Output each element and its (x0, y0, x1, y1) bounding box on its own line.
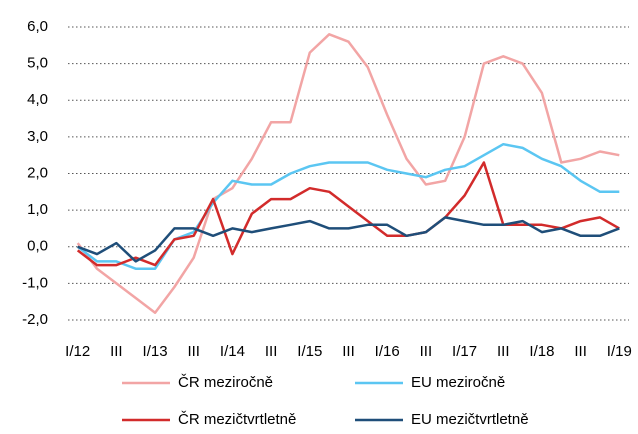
y-tick-label: 2,0 (27, 164, 48, 181)
series-line (76, 161, 620, 267)
y-tick-label: 3,0 (27, 128, 48, 145)
legend-label: ČR mezičtvrtletně (178, 411, 296, 428)
x-tick-label: III (420, 343, 433, 360)
x-tick-label: III (574, 343, 587, 360)
y-tick-label: -2,0 (22, 311, 48, 328)
x-tick-label: I/13 (143, 343, 168, 360)
y-tick-label: 6,0 (27, 18, 48, 35)
x-tick-label: I/16 (375, 343, 400, 360)
series-line (76, 33, 620, 314)
x-tick-label: III (497, 343, 510, 360)
x-tick-label: I/19 (607, 343, 632, 360)
y-tick-label: -1,0 (22, 274, 48, 291)
x-tick-label: III (187, 343, 200, 360)
series-line (77, 216, 620, 263)
x-tick-label: I/14 (220, 343, 245, 360)
y-tick-label: 0,0 (27, 238, 48, 255)
y-tick-label: 5,0 (27, 55, 48, 72)
legend-label: ČR meziročně (178, 374, 273, 391)
y-tick-label: 4,0 (27, 91, 48, 108)
legend-label: EU meziročně (411, 374, 505, 391)
y-tick-label: 1,0 (27, 201, 48, 218)
x-tick-label: I/12 (65, 343, 90, 360)
x-tick-label: I/18 (529, 343, 554, 360)
x-tick-label: I/17 (452, 343, 477, 360)
x-tick-label: III (342, 343, 355, 360)
x-tick-label: III (265, 343, 278, 360)
x-tick-label: I/15 (297, 343, 322, 360)
legend-label: EU mezičtvrtletně (411, 411, 529, 428)
x-tick-label: III (110, 343, 123, 360)
